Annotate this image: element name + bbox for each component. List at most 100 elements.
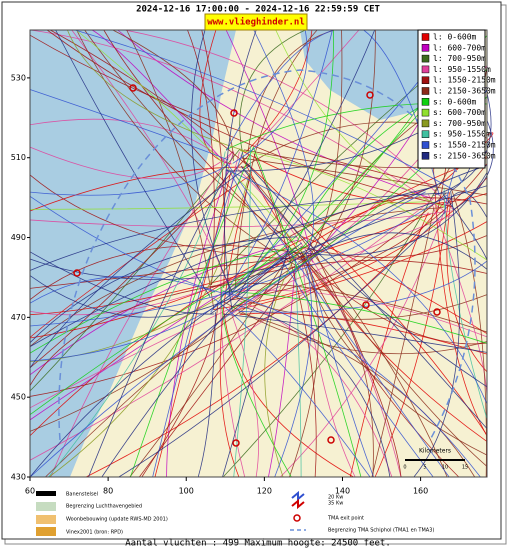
flight-track <box>228 306 260 478</box>
flight-track <box>29 193 447 397</box>
site-box <box>204 13 308 31</box>
flight-track <box>29 191 426 478</box>
flight-track <box>152 152 243 478</box>
legend-swatch <box>421 65 430 74</box>
scale-tick: 0 <box>403 465 406 471</box>
legend-swatch <box>421 54 430 63</box>
key-label: 35 Kw <box>328 501 343 507</box>
key-label: 20 Kw <box>328 495 343 501</box>
flight-track <box>29 89 229 161</box>
flight-track <box>190 29 234 294</box>
flight-track <box>29 166 244 212</box>
flight-track <box>118 211 446 478</box>
flight-track <box>303 172 488 256</box>
legend-swatch <box>421 141 430 149</box>
flight-track <box>101 242 302 478</box>
flight-track <box>29 275 231 318</box>
flight-track <box>231 221 488 312</box>
flight-track <box>222 186 438 478</box>
key-swatch <box>36 527 56 536</box>
flight-track <box>434 189 488 437</box>
legend-label: s: 0-600m <box>433 97 477 106</box>
flight-track <box>55 29 211 298</box>
key-swatch <box>36 502 56 511</box>
key: Banenstelsel Begrenzing Luchthavengebied… <box>36 490 434 536</box>
key-swatch <box>36 515 56 524</box>
tma-exit <box>230 109 238 117</box>
flight-track <box>413 190 461 478</box>
flight-track <box>103 29 305 262</box>
flight-track <box>50 29 250 168</box>
flight-track <box>91 29 226 164</box>
flight-track <box>238 312 476 478</box>
flight-track <box>29 258 290 280</box>
legend-label: s: 600-700m <box>433 108 486 117</box>
key-icon <box>291 490 305 502</box>
tma-exit <box>232 439 240 447</box>
lake <box>300 30 420 120</box>
flight-track <box>29 239 299 376</box>
legend-label: s: 950-1550m <box>433 130 491 139</box>
flight-track <box>209 165 488 315</box>
y-tick-label: 510 <box>11 153 26 162</box>
flight-track <box>29 236 297 343</box>
flight-track <box>29 250 289 362</box>
flight-track <box>222 290 481 478</box>
flight-track <box>210 29 333 313</box>
flight-track <box>253 29 360 148</box>
flight-track <box>301 253 460 478</box>
x-tick-label: 120 <box>257 487 272 496</box>
flight-track <box>310 29 343 256</box>
key-swatch <box>36 491 56 496</box>
flight-track <box>245 162 488 429</box>
legend-label: l: 950-1550m <box>433 65 491 74</box>
legend-swatch <box>421 33 430 41</box>
flight-track <box>235 304 391 478</box>
flight-track <box>29 146 234 180</box>
flight-track <box>141 303 219 478</box>
flight-track <box>226 169 488 405</box>
flight-track <box>29 245 297 363</box>
flight-track <box>225 29 313 263</box>
flight-track <box>442 193 488 261</box>
flight-track <box>48 173 250 478</box>
flight-track <box>240 165 488 388</box>
flight-track <box>305 252 374 478</box>
scale-tick: 15 <box>462 465 468 471</box>
flight-track <box>29 213 431 316</box>
legend-swatch <box>421 76 430 84</box>
flight-track <box>223 312 354 478</box>
flight-track <box>85 202 445 478</box>
flight-track <box>374 192 450 478</box>
scale-label: Kilometers <box>419 448 451 455</box>
flight-track <box>247 29 335 155</box>
flight-track <box>245 169 448 478</box>
flight-track <box>29 246 303 478</box>
scale-tick: 5 <box>423 465 426 471</box>
flight-track <box>293 251 374 478</box>
legend-label: l: 600-700m <box>433 43 486 52</box>
legend-label: s: 1550-2150m <box>433 141 496 150</box>
flight-track <box>29 251 215 315</box>
flight-track <box>117 29 433 200</box>
tma-exit <box>129 84 137 92</box>
flight-track <box>219 171 252 478</box>
tma-exit <box>362 301 370 309</box>
flight-track <box>232 29 308 164</box>
legend-swatch <box>421 108 430 117</box>
y-tick-label: 450 <box>11 393 26 402</box>
flight-track <box>294 260 302 478</box>
flight-track <box>280 202 448 478</box>
flight-track <box>307 29 376 264</box>
scale-tick: 10 <box>442 465 448 471</box>
flight-track <box>29 34 438 187</box>
flight-track <box>197 312 216 478</box>
y-tick-label: 530 <box>11 73 26 82</box>
flight-track <box>154 172 232 478</box>
flight-track <box>201 29 226 289</box>
flight-track <box>301 253 488 467</box>
tma-exit <box>366 91 374 99</box>
flight-track <box>300 253 488 456</box>
